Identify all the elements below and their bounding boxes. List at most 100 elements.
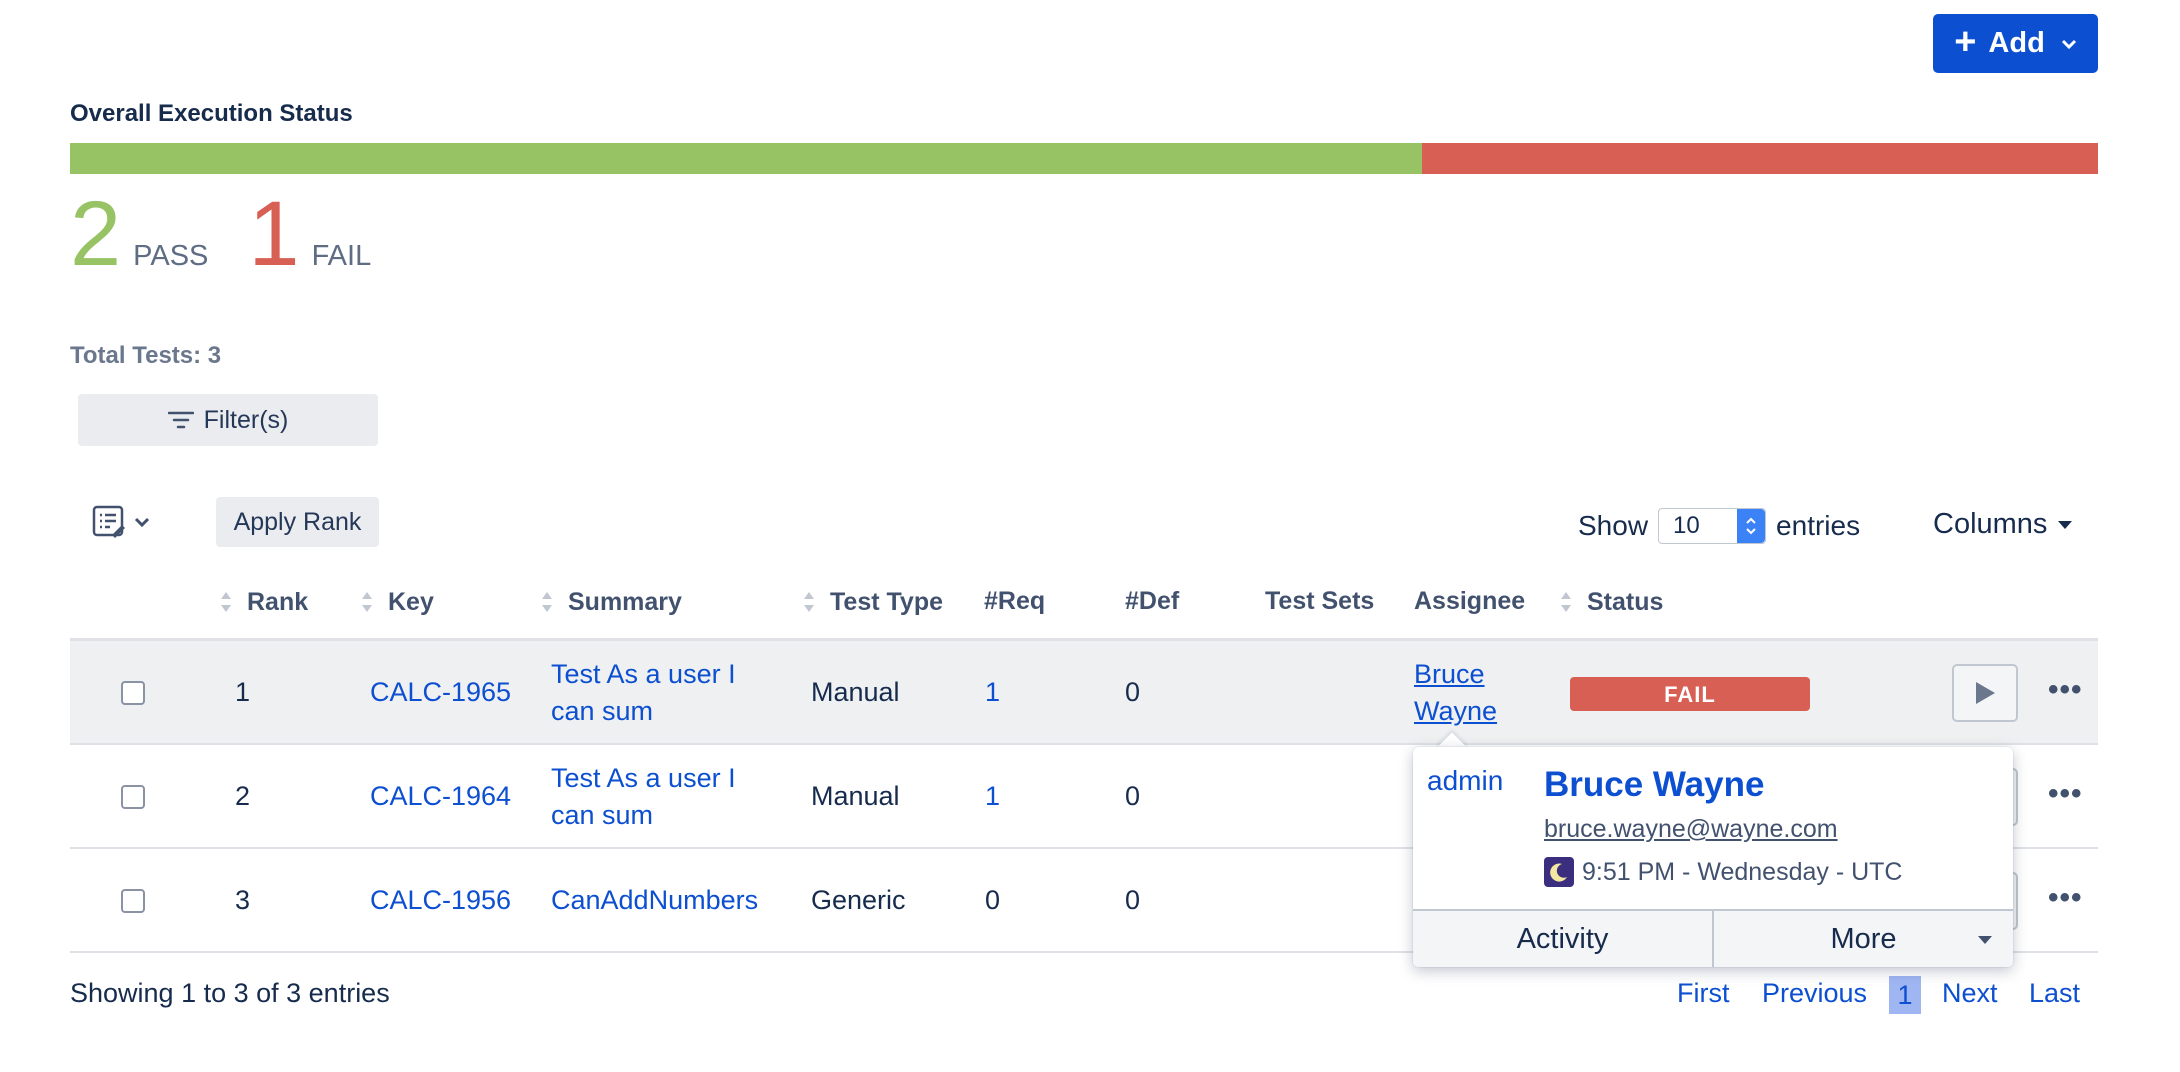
more-actions-icon[interactable]: ••• [2048,673,2083,706]
table-header-divider [70,638,2098,641]
pager-previous[interactable]: Previous [1762,978,1868,1008]
spinner-icon [1737,509,1766,543]
assignee-line: Wayne [1414,696,1498,726]
run-button[interactable] [1952,664,2018,722]
def-cell: 0 [1125,781,1141,811]
column-header-label: Key [388,587,434,616]
row-checkbox[interactable] [121,681,145,705]
req-cell: 0 [985,885,1001,915]
activity-label: Activity [1516,922,1609,955]
column-header-label: Assignee [1414,587,1526,615]
sort-icon [540,587,554,617]
list-edit-icon [92,505,125,538]
caret-down-icon [2058,520,2073,529]
pager-last[interactable]: Last [2029,978,2081,1008]
execution-status-title: Overall Execution Status [70,100,353,127]
show-label: Show [1578,510,1649,541]
column-header-def[interactable]: #Def [1125,587,1179,616]
column-header-summary[interactable]: Summary [540,587,682,617]
key-link[interactable]: CALC-1964 [370,781,512,811]
assignee-link[interactable]: Bruce Wayne [1414,656,1497,730]
column-header-test-type[interactable]: Test Type [802,587,943,617]
execution-progress-bar [70,143,2098,174]
summary-line: can sum [551,800,654,830]
list-options-menu[interactable] [92,502,160,542]
summary-line: Test As a user I [551,763,736,793]
column-header-test-sets[interactable]: Test Sets [1265,587,1374,616]
assignee-line: Bruce [1414,659,1485,689]
sort-icon [219,587,233,617]
add-button-label: Add [1988,27,2045,59]
chevron-down-icon [134,517,150,528]
summary-line: Test As a user I [551,659,736,689]
more-button[interactable]: More [1712,911,2013,967]
plus-icon: + [1954,21,1977,63]
add-button[interactable]: + Add [1933,14,2098,73]
column-header-status[interactable]: Status [1559,587,1663,617]
sort-icon [1559,587,1573,617]
entries-select[interactable]: 10 [1658,508,1767,544]
progress-fail-segment [1422,143,2098,174]
columns-label: Columns [1933,508,2048,540]
req-link[interactable]: 1 [985,677,1001,707]
summary-line: can sum [551,696,654,726]
summary-link[interactable]: CanAddNumbers [551,885,759,915]
fail-label: FAIL [311,240,372,272]
sort-icon [802,587,816,617]
total-tests: Total Tests: 3 [70,342,222,369]
column-header-key[interactable]: Key [360,587,434,617]
column-header-label: Test Type [830,587,943,616]
chevron-down-icon [2061,39,2076,49]
column-header-rank[interactable]: Rank [219,587,308,617]
activity-button[interactable]: Activity [1413,911,1712,967]
row-checkbox[interactable] [121,785,145,809]
sort-icon [360,587,374,617]
summary-link[interactable]: Test As a user I can sum [551,656,736,730]
table-row[interactable]: 1 CALC-1965 Test As a user I can sum Man… [70,641,2098,745]
more-actions-icon[interactable]: ••• [2048,777,2083,810]
user-card-local-time: 9:51 PM - Wednesday - UTC [1544,857,1902,887]
summary-link[interactable]: Test As a user I can sum [551,760,736,834]
row-checkbox[interactable] [121,889,145,913]
column-header-req[interactable]: #Req [984,587,1045,616]
entries-select-value: 10 [1673,512,1700,539]
pager-first[interactable]: First [1677,978,1730,1008]
user-card-email[interactable]: bruce.wayne@wayne.com [1544,815,1838,843]
avatar[interactable]: admin [1427,765,1504,796]
progress-pass-segment [70,143,1423,174]
column-header-label: Rank [247,587,309,616]
filter-button-label: Filter(s) [203,405,289,434]
column-header-assignee[interactable]: Assignee [1414,587,1525,616]
columns-button[interactable]: Columns [1933,508,2073,541]
test-type-cell: Manual [811,781,900,811]
pager-current-page[interactable]: 1 [1889,976,1921,1014]
rank-cell: 1 [235,677,251,707]
pager-next[interactable]: Next [1942,978,1998,1008]
more-label: More [1830,922,1897,955]
more-actions-icon[interactable]: ••• [2048,881,2083,914]
key-link[interactable]: CALC-1956 [370,885,512,915]
rank-cell: 3 [235,885,251,915]
def-cell: 0 [1125,677,1141,707]
show-entries-control: Show 10 entries [1578,508,1860,544]
user-card-actions: Activity More [1413,909,2013,967]
key-link[interactable]: CALC-1965 [370,677,512,707]
test-type-cell: Generic [811,885,906,915]
fail-count: 1 [248,183,300,285]
column-header-label: Status [1587,587,1664,616]
column-header-label: #Def [1125,587,1180,615]
moon-icon [1544,857,1574,887]
caret-down-icon [1978,936,1992,944]
column-header-label: Summary [568,587,682,616]
filter-icon [167,411,194,429]
test-type-cell: Manual [811,677,900,707]
showing-entries-text: Showing 1 to 3 of 3 entries [70,978,390,1008]
def-cell: 0 [1125,885,1141,915]
pass-count: 2 [70,183,122,285]
req-link[interactable]: 1 [985,781,1001,811]
play-icon [1976,682,1995,704]
execution-counts: 2 PASS 1 FAIL [70,188,411,280]
filter-button[interactable]: Filter(s) [78,394,378,446]
user-card-name[interactable]: Bruce Wayne [1544,765,1765,804]
apply-rank-button[interactable]: Apply Rank [216,497,379,547]
